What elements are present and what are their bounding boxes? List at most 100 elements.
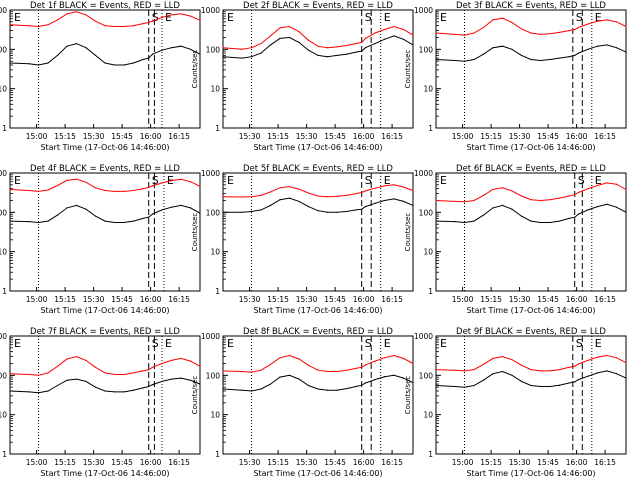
- y-tick-label: 1: [215, 287, 220, 296]
- lld-point: [180, 178, 182, 180]
- marker-letter-e: E: [384, 11, 391, 24]
- lld-point: [279, 187, 281, 189]
- lld-point: [241, 370, 243, 373]
- events-point: [9, 390, 11, 392]
- x-tick-label: 15:30: [239, 458, 261, 467]
- lld-point: [577, 26, 580, 29]
- events-point: [241, 389, 243, 391]
- lld-point: [279, 357, 281, 359]
- lld-point: [189, 360, 192, 362]
- x-tick-label: 15:15: [480, 295, 502, 304]
- lld-point: [222, 196, 224, 198]
- events-point: [123, 221, 125, 224]
- marker-letter-e: E: [595, 174, 602, 187]
- y-tick-label: 1000: [0, 169, 7, 178]
- x-tick-label: 15:00: [452, 295, 474, 304]
- events-point: [104, 390, 106, 392]
- x-tick-label: 15:45: [324, 458, 346, 467]
- events-point: [250, 390, 253, 392]
- events-point: [47, 62, 49, 64]
- y-axis-label: Counts/sec: [404, 213, 412, 252]
- y-tick-label: 10: [0, 411, 7, 420]
- lld-point: [501, 187, 504, 189]
- x-tick-label: 15:30: [509, 295, 531, 304]
- events-point: [336, 389, 338, 391]
- lld-point: [75, 178, 78, 180]
- x-tick-label: 15:30: [83, 132, 105, 141]
- events-point: [412, 44, 414, 46]
- x-tick-label: 15:45: [537, 132, 559, 141]
- x-tick-label: 15:45: [324, 132, 346, 141]
- events-point: [492, 47, 494, 49]
- lld-point: [189, 181, 192, 183]
- x-tick-label: 16:15: [594, 295, 616, 304]
- plot-frame: [222, 335, 414, 455]
- lld-point: [530, 368, 532, 371]
- events-point: [326, 56, 329, 58]
- lld-point: [530, 199, 532, 201]
- events-point: [364, 382, 367, 384]
- events-point: [75, 378, 78, 380]
- events-point: [151, 53, 154, 55]
- lld-point: [574, 365, 576, 367]
- x-tick-label: 15:30: [239, 132, 261, 141]
- events-point: [473, 220, 475, 222]
- x-tick-label: 15:45: [537, 295, 559, 304]
- lld-point: [269, 191, 272, 193]
- lld-point: [492, 357, 494, 359]
- lld-point: [520, 195, 523, 197]
- y-tick-label: 1: [2, 124, 7, 133]
- detector-panel-8: Det 8f BLACK = Events, RED = LLD Counts/s…: [191, 327, 414, 478]
- events-point: [463, 221, 466, 224]
- lld-point: [606, 19, 608, 21]
- marker-letter-e: E: [595, 337, 602, 350]
- events-point: [132, 62, 135, 64]
- events-point: [596, 45, 599, 47]
- events-point: [123, 64, 125, 66]
- panel-title: Det 9f BLACK = Events, RED = LLD: [456, 327, 606, 337]
- events-point: [241, 57, 243, 59]
- events-point: [530, 220, 532, 222]
- lld-point: [336, 195, 338, 197]
- events-point: [170, 378, 173, 380]
- events-point: [374, 378, 376, 381]
- lld-point: [241, 196, 243, 198]
- lld-point: [435, 368, 437, 371]
- detector-panel-6: Det 6f BLACK = Events, RED = LLD Counts/s…: [404, 164, 627, 315]
- events-point: [587, 48, 589, 50]
- events-point: [222, 388, 224, 390]
- events-point: [66, 45, 68, 47]
- lld-point: [492, 19, 494, 21]
- panel-title: Det 6f BLACK = Events, RED = LLD: [456, 164, 606, 174]
- lld-point: [85, 181, 87, 183]
- events-point: [222, 211, 224, 213]
- lld-point: [180, 13, 182, 15]
- lld-point: [123, 25, 125, 28]
- y-tick-label: 1: [428, 450, 433, 459]
- events-point: [587, 209, 589, 211]
- events-point: [393, 35, 395, 37]
- marker-letter-e: E: [227, 11, 234, 24]
- events-point: [558, 384, 561, 386]
- marker-letter-e: E: [14, 11, 21, 24]
- y-tick-label: 1000: [414, 169, 433, 178]
- lld-point: [412, 34, 414, 36]
- lld-point: [383, 185, 386, 187]
- lld-point: [558, 197, 561, 199]
- events-point: [142, 58, 144, 61]
- marker-letter-s: S: [576, 11, 583, 24]
- y-tick-label: 100: [0, 208, 7, 217]
- events-point: [606, 44, 608, 46]
- events-point: [345, 53, 348, 55]
- y-tick-label: 10: [210, 85, 220, 94]
- events-point: [279, 199, 281, 201]
- events-point: [435, 58, 437, 61]
- lld-point: [361, 41, 363, 44]
- events-point: [66, 379, 68, 381]
- events-point: [148, 385, 150, 388]
- events-point: [269, 383, 272, 385]
- lld-point: [520, 364, 523, 366]
- events-point: [85, 380, 87, 383]
- events-point: [625, 211, 627, 213]
- events-point: [161, 49, 163, 51]
